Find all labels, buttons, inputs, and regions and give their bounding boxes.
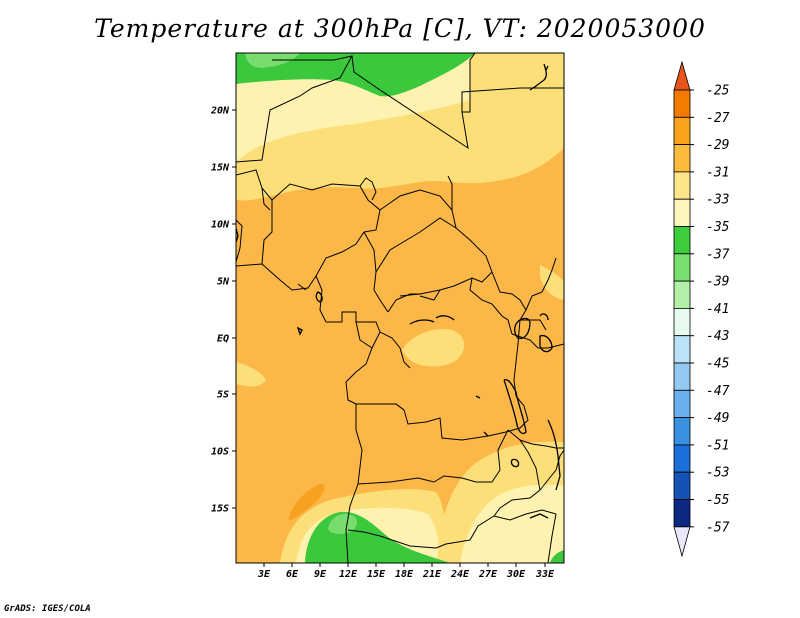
lon-tick-label: 24E	[450, 569, 470, 580]
field-region-33-west	[236, 362, 266, 387]
field-region-39-south	[328, 513, 357, 534]
colorbar-segment	[673, 471, 691, 500]
coastlines-and-lakes	[236, 63, 561, 519]
colorbar-segment	[673, 144, 691, 173]
colorbar-label: -45	[706, 357, 730, 372]
lat-tick-label: 5S	[217, 390, 229, 401]
lon-tick-label: 33E	[535, 569, 555, 580]
colorbar-label: -39	[706, 275, 729, 290]
colorbar-segment	[673, 444, 691, 473]
colorbar-segment	[673, 307, 691, 337]
lon-tick-label: 3E	[257, 569, 271, 580]
colorbar-segment	[673, 417, 691, 446]
colorbar-label: -53	[706, 466, 729, 481]
colorbar-label: -49	[706, 411, 729, 426]
colorbar-label: -37	[706, 247, 730, 262]
colorbar-segment	[673, 389, 691, 418]
grads-credit: GrADS: IGES/COLA	[4, 604, 91, 614]
colorbar-segment	[673, 335, 691, 364]
colorbar-label: -35	[706, 220, 730, 235]
colorbar-label: -31	[706, 165, 729, 180]
lat-tick-label: 20N	[210, 106, 230, 117]
field-region-35-south	[460, 484, 564, 563]
lon-tick-label: 9E	[314, 569, 327, 580]
lat-tick-label: 10N	[211, 220, 230, 231]
map-frame	[235, 52, 565, 564]
colorbar-label: -25	[706, 84, 730, 99]
lon-tick-label: 15E	[367, 569, 386, 580]
colorbar-label: -57	[706, 520, 730, 535]
field-region-37-southeast	[550, 550, 564, 563]
colorbar-label: -43	[706, 329, 729, 344]
country-borders	[236, 53, 564, 563]
lon-tick-label: 12E	[339, 569, 358, 580]
colorbar-label: -41	[706, 302, 729, 317]
colorbar-segment	[673, 362, 691, 391]
colorbar-segment	[673, 226, 691, 255]
field-region-33-center	[402, 329, 465, 367]
lat-tick-label: EQ	[217, 334, 229, 345]
colorbar-segment	[673, 171, 691, 200]
colorbar-label: -29	[706, 138, 729, 153]
map-title: Temperature at 300hPa [C], VT: 202005300…	[94, 14, 706, 43]
colorbar-label: -27	[706, 111, 730, 126]
colorbar-segment	[673, 253, 691, 282]
temperature-field	[236, 53, 564, 563]
lon-tick-label: 18E	[395, 569, 414, 580]
lat-tick-label: 15S	[211, 504, 229, 515]
colorbar-segment	[673, 499, 691, 528]
colorbar-bottom-arrow	[673, 526, 691, 558]
longitude-axis: 3E 6E 9E 12E 15E 18E 21E 24E 27E 30E 33E	[257, 563, 555, 580]
field-region-29-south	[288, 484, 325, 520]
lon-tick-label: 27E	[478, 569, 498, 580]
colorbar-top-arrow	[673, 60, 691, 91]
lat-tick-label: 15N	[211, 163, 230, 174]
lon-tick-label: 21E	[422, 569, 442, 580]
colorbar-segment	[673, 116, 691, 146]
colorbar-label: -47	[706, 384, 730, 399]
colorbar-segment	[673, 198, 691, 227]
lon-tick-label: 6E	[286, 569, 299, 580]
field-region-37-north	[236, 53, 475, 97]
field-region-33-east	[540, 265, 564, 300]
latitude-axis: 20N 15N 10N 5N EQ 5S 10S 15S	[210, 106, 236, 515]
colorbar-segment	[673, 89, 691, 118]
lon-tick-label: 30E	[506, 569, 526, 580]
colorbar-label: -33	[706, 193, 729, 208]
colorbar-label: -55	[706, 493, 730, 508]
lat-tick-label: 5N	[217, 277, 230, 288]
colorbar-segment	[673, 280, 691, 309]
lat-tick-label: 10S	[211, 447, 229, 458]
colorbar-label: -51	[706, 438, 729, 453]
colorbar: -25 -27 -29 -31 -33 -35 -37 -39 -41 -43 -45 -47 -49 -…	[673, 60, 730, 558]
